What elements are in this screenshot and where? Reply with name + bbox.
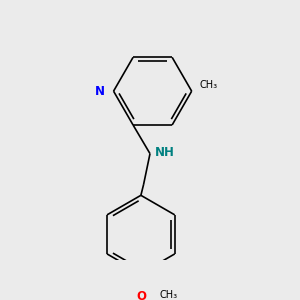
Text: CH₃: CH₃ bbox=[200, 80, 217, 90]
Text: NH: NH bbox=[155, 146, 175, 159]
Text: O: O bbox=[136, 290, 146, 300]
Text: CH₃: CH₃ bbox=[159, 290, 177, 300]
Text: N: N bbox=[94, 85, 104, 98]
